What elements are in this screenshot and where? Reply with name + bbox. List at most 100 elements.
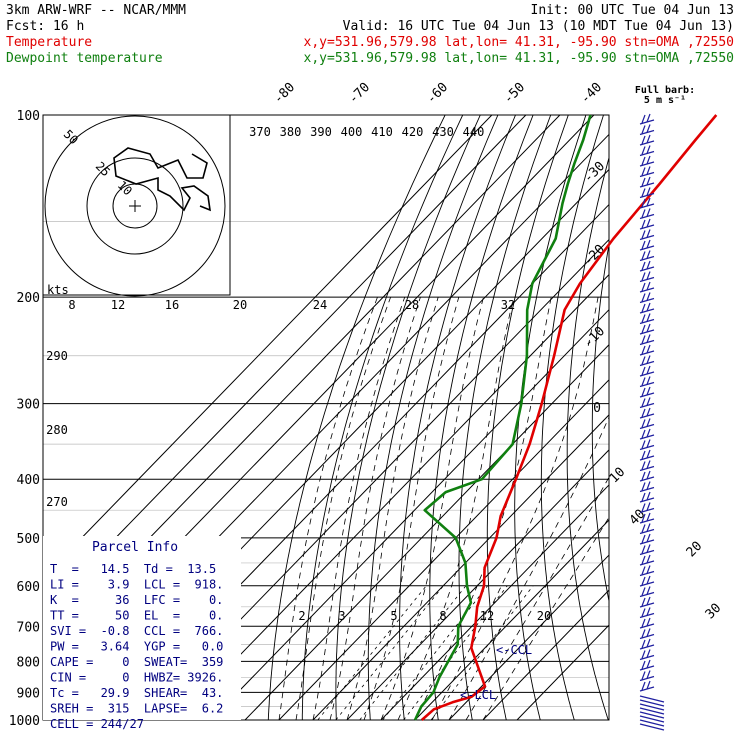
barb-legend-line1: Full barb: <box>635 85 695 96</box>
isotherm-label: 30 <box>703 601 725 623</box>
dewpoint-location: x,y=531.96,579.98 lat,lon= 41.31, -95.90… <box>304 51 734 66</box>
wind-barb <box>641 660 646 670</box>
dry-adiabat <box>591 242 609 603</box>
isotherm-label: -70 <box>346 80 373 107</box>
dry-adiabat <box>514 115 587 720</box>
wind-barb <box>641 524 646 533</box>
theta-label: 440 <box>463 125 485 139</box>
plot-frame <box>42 114 610 721</box>
moist-adiabat <box>295 296 391 720</box>
wind-barb <box>639 723 665 731</box>
wind-barb <box>646 449 651 459</box>
theta-label: 380 <box>280 125 302 139</box>
wind-barb <box>641 629 646 638</box>
parcel-info-background <box>43 536 241 720</box>
mixing-ratio-label: 20 <box>537 609 551 623</box>
parcel-info-line: SVI = -0.8 CCL = 766. <box>50 624 223 638</box>
wind-barb <box>646 260 651 270</box>
wind-barb <box>641 167 646 176</box>
wind-barb <box>646 491 651 501</box>
wind-barb <box>646 418 651 427</box>
wind-barb <box>646 302 651 312</box>
sounding-profiles <box>413 114 718 721</box>
moist-adiabat <box>312 296 406 720</box>
wind-barb <box>641 146 646 155</box>
wind-barb <box>646 218 651 228</box>
ccl-marker: <-CCL <box>496 643 532 657</box>
theta-label: 420 <box>402 125 424 139</box>
parcel-info-line: T = 14.5 Td = 13.5 <box>50 562 216 576</box>
wind-barb <box>646 649 651 658</box>
wind-barb <box>641 314 646 323</box>
wind-barb <box>646 565 651 574</box>
temperature-location: x,y=531.96,579.98 lat,lon= 41.31, -95.90… <box>304 35 734 50</box>
valid-time: Valid: 16 UTC Tue 04 Jun 13 (10 MDT Tue … <box>343 19 734 34</box>
parcel-info-line: PW = 3.64 YGP = 0.0 <box>50 640 223 654</box>
isotherm <box>210 308 609 720</box>
wind-barb <box>641 261 646 271</box>
parcel-info-line: CAPE = 0 SWEAT= 359 <box>50 655 223 669</box>
moist-adiabat <box>346 296 439 720</box>
wind-barb <box>641 618 646 628</box>
wind-barb <box>641 398 646 407</box>
wind-barb <box>641 377 646 386</box>
dry-adiabat <box>301 115 464 720</box>
wind-barb <box>641 251 646 260</box>
wind-barb <box>646 145 651 154</box>
temperature-profile <box>420 114 718 721</box>
dry-adiabat <box>367 115 499 720</box>
wind-barb <box>641 293 646 302</box>
hodograph-ring-label: 25 <box>93 159 113 179</box>
wind-barb <box>641 366 646 376</box>
hodograph-scale-label: 20 <box>233 298 247 312</box>
wind-barb <box>646 586 651 595</box>
parcel-info-line: CELL = 244/27 <box>50 717 144 731</box>
isotherm-label: -10 <box>581 324 608 351</box>
isotherm-label: -40 <box>578 80 605 107</box>
wind-barb <box>646 197 651 207</box>
hodograph-frame <box>42 114 231 296</box>
wind-barb <box>641 356 646 365</box>
wind-barb <box>641 471 646 481</box>
wind-barb <box>646 670 651 679</box>
wind-barb <box>641 513 646 523</box>
isotherm <box>312 414 609 720</box>
wind-barb <box>646 460 651 469</box>
theta-e-label: 290 <box>46 349 68 363</box>
dry-adiabat <box>267 115 446 720</box>
wind-barb <box>646 292 651 301</box>
wind-barb <box>646 575 651 585</box>
wind-barb <box>646 113 651 123</box>
wind-barb <box>646 407 651 417</box>
wind-barb <box>641 303 646 313</box>
parcel-info-line: TT = 50 EL = 0. <box>50 609 223 623</box>
dry-adiabat <box>640 115 710 720</box>
wind-barb <box>641 135 646 145</box>
hodograph-ring-label: 50 <box>61 127 81 147</box>
wind-barb <box>639 699 665 707</box>
theta-label: 400 <box>341 125 363 139</box>
wind-barb <box>646 376 651 385</box>
wind-barb <box>646 334 651 343</box>
wind-barb <box>641 335 646 344</box>
isotherm <box>380 484 609 720</box>
parcel-info-box: Parcel Info T = 14.5 Td = 13.5 LI = 3.9 L… <box>43 536 241 731</box>
wind-barb <box>639 707 665 715</box>
wind-barb <box>641 545 646 554</box>
wind-barb <box>641 461 646 470</box>
wind-barb <box>641 650 646 659</box>
parcel-info-line: SREH = 315 LAPSE= 6.2 <box>50 702 223 716</box>
wind-barb <box>641 230 646 239</box>
wind-barb <box>646 502 651 511</box>
wind-barb <box>646 323 651 333</box>
mixing-ratio-label: 8 <box>439 609 446 623</box>
wind-barb <box>641 555 646 565</box>
hodograph-trace <box>113 147 211 212</box>
temperature-legend: Temperature <box>6 35 92 50</box>
isotherm <box>448 554 609 720</box>
pressure-label: 300 <box>17 398 40 413</box>
wind-barb <box>646 176 651 186</box>
wind-barb <box>641 450 646 460</box>
wind-barbs <box>639 113 665 731</box>
